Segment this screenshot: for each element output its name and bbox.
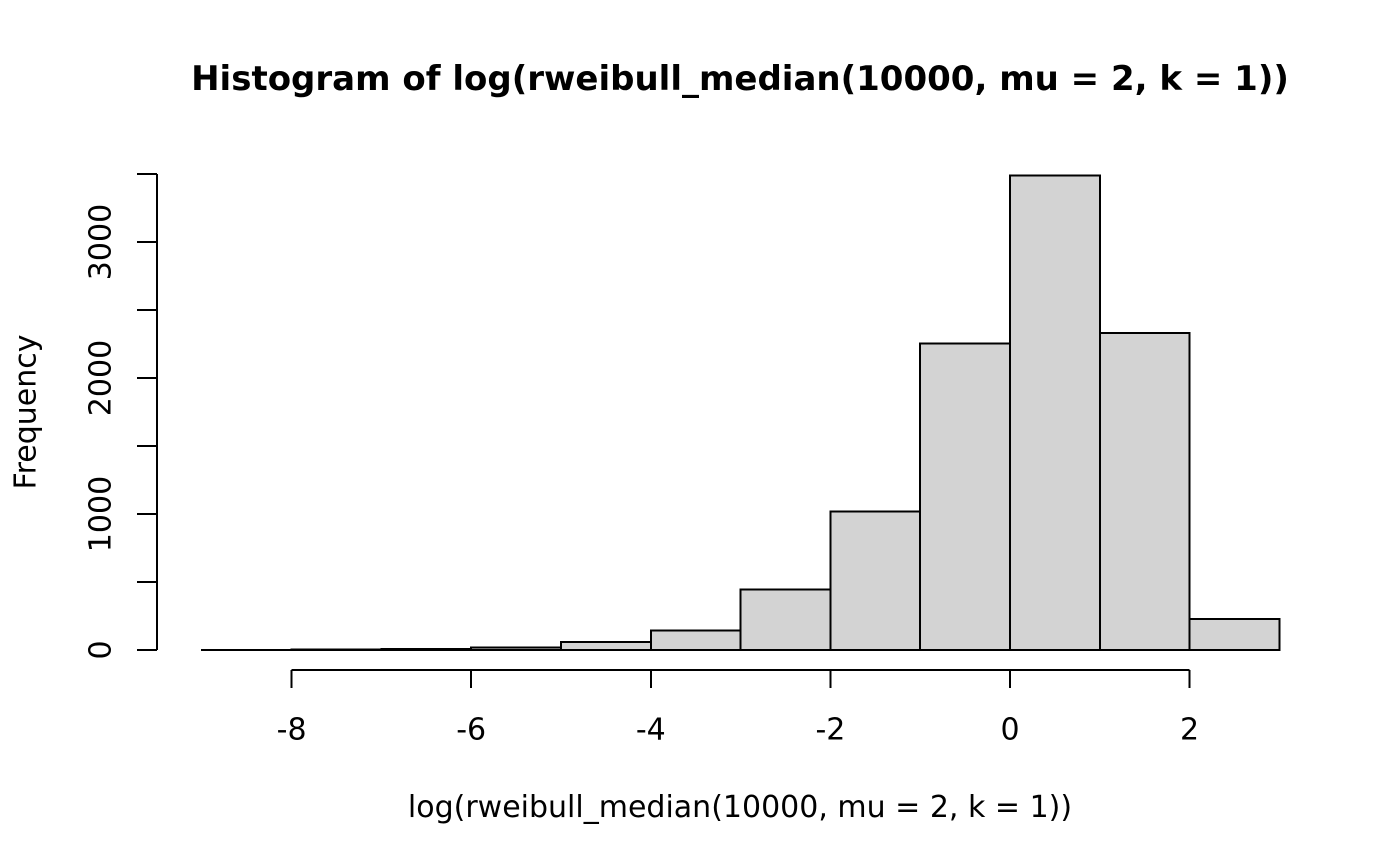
histogram-bar (649, 629, 742, 651)
histogram-bar (1009, 174, 1101, 651)
x-tick-label: -6 (456, 713, 486, 748)
y-tick-label: 0 (84, 640, 119, 659)
histogram-bar (560, 641, 652, 651)
x-tick-label: 0 (1000, 713, 1019, 748)
histogram-bar (1188, 618, 1281, 651)
histogram-bar (919, 342, 1012, 651)
y-tick-label: 1000 (84, 476, 119, 552)
chart-title: Histogram of log(rweibull_median(10000, … (191, 59, 1289, 99)
histogram-bar (470, 646, 563, 651)
x-axis-label: log(rweibull_median(10000, mu = 2, k = 1… (407, 790, 1073, 825)
x-tick-label: -8 (277, 713, 307, 748)
histogram-bar (1098, 332, 1191, 651)
y-tick-label: 3000 (84, 204, 119, 280)
y-tick-label: 2000 (84, 340, 119, 416)
x-tick-label: -2 (815, 713, 845, 748)
histogram-bar (829, 510, 922, 651)
x-tick-label: -4 (636, 713, 666, 748)
histogram-bar (380, 647, 473, 652)
x-tick-label: 2 (1180, 713, 1199, 748)
histogram-bar (739, 588, 832, 651)
